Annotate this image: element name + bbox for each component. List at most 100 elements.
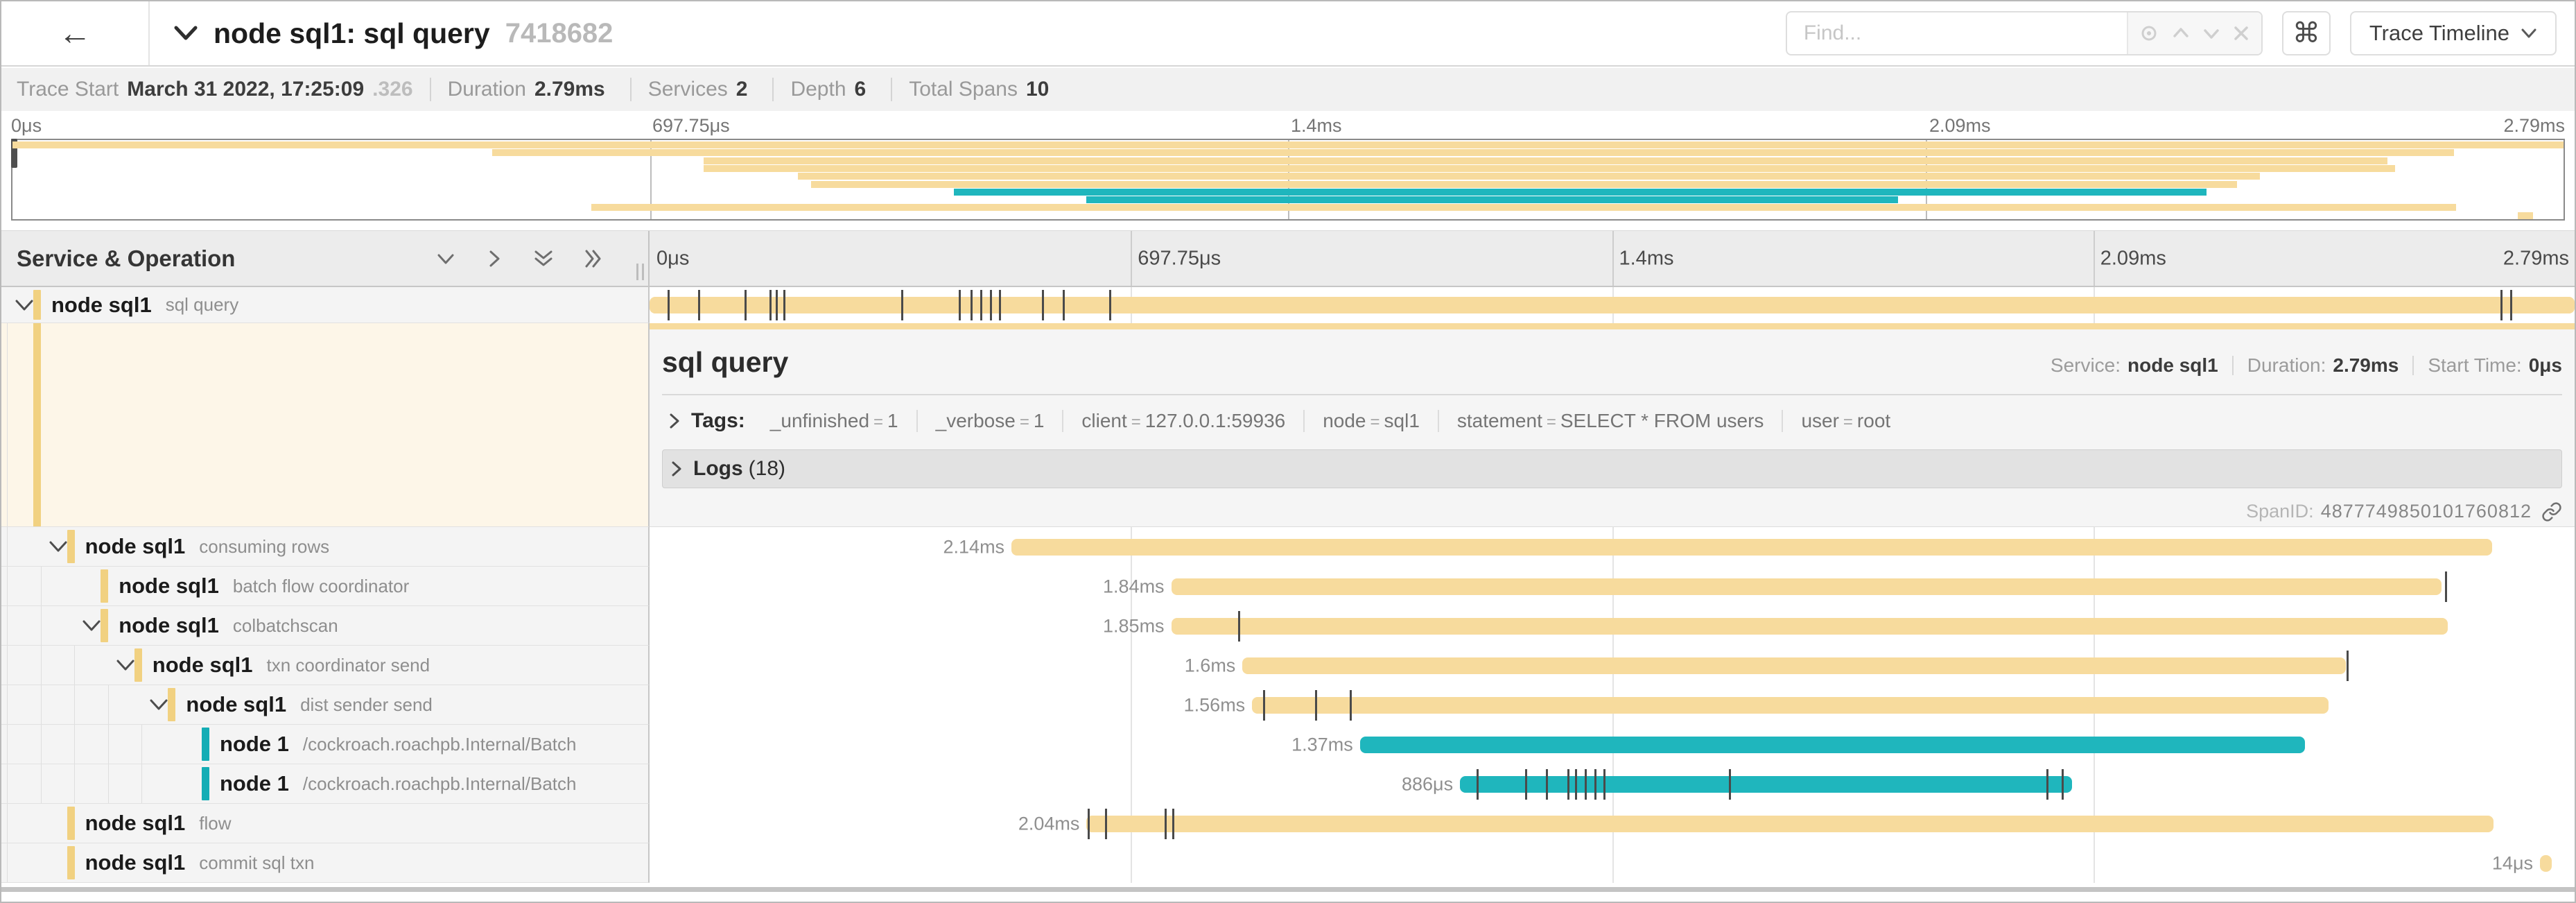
expand-one-icon[interactable] (483, 248, 505, 270)
span-bar[interactable] (1011, 538, 2492, 556)
chevron-down-icon[interactable] (116, 658, 135, 672)
view-select-button[interactable]: Trace Timeline (2349, 11, 2557, 55)
chevron-up-icon[interactable] (2170, 23, 2191, 44)
span-log-tick[interactable] (1567, 768, 1569, 800)
span-timeline-cell[interactable]: 1.6ms (650, 646, 2575, 685)
span-log-tick[interactable] (697, 290, 700, 320)
span-bar[interactable] (1359, 736, 2306, 753)
span-tree-cell[interactable]: node sql1 consuming rows (1, 527, 650, 567)
span-log-tick[interactable] (970, 290, 973, 320)
find-input[interactable] (1786, 12, 2127, 54)
span-timeline-cell[interactable]: 14μs (650, 843, 2575, 883)
span-timeline-cell[interactable]: 1.37ms (650, 725, 2575, 764)
span-bar[interactable] (1252, 696, 2329, 714)
span-log-tick[interactable] (769, 290, 772, 320)
span-log-tick[interactable] (1546, 768, 1549, 800)
span-log-tick[interactable] (776, 290, 778, 320)
span-log-tick[interactable] (1262, 689, 1265, 721)
logs-row[interactable]: Logs (18) (662, 449, 2562, 488)
span-log-tick[interactable] (1041, 290, 1044, 320)
span-log-tick[interactable] (1088, 808, 1090, 839)
span-timeline-cell[interactable]: 2.04ms (650, 804, 2575, 843)
span-bar[interactable] (650, 297, 2575, 313)
span-row[interactable]: node 1 /cockroach.roachpb.Internal/Batch… (1, 764, 2575, 804)
expand-all-icon[interactable] (582, 248, 605, 270)
span-log-tick[interactable] (989, 290, 992, 320)
span-log-tick[interactable] (1063, 290, 1065, 320)
deep-link-icon[interactable] (2541, 501, 2562, 522)
span-log-tick[interactable] (2062, 768, 2064, 800)
span-row[interactable]: node sql1 commit sql txn 14μs (1, 843, 2575, 883)
collapse-one-icon[interactable] (435, 248, 457, 270)
clear-icon[interactable] (2231, 24, 2251, 43)
span-log-tick[interactable] (1603, 768, 1606, 800)
back-button[interactable]: ← (1, 1, 150, 65)
locate-icon[interactable] (2138, 22, 2160, 44)
chevron-down-icon[interactable] (49, 540, 68, 553)
span-log-tick[interactable] (744, 290, 747, 320)
span-log-tick[interactable] (2347, 650, 2349, 681)
span-bar[interactable] (1086, 815, 2494, 832)
span-tree-cell[interactable]: node sql1 flow (1, 804, 650, 843)
span-log-tick[interactable] (1728, 768, 1731, 800)
span-timeline-cell[interactable]: 1.84ms (650, 567, 2575, 606)
span-log-tick[interactable] (1172, 808, 1175, 839)
bottom-scroll-strip[interactable] (1, 887, 2575, 892)
span-row[interactable]: node sql1 consuming rows 2.14ms (1, 527, 2575, 567)
span-log-tick[interactable] (1108, 290, 1111, 320)
span-log-tick[interactable] (959, 290, 961, 320)
span-log-tick[interactable] (1524, 768, 1527, 800)
span-log-tick[interactable] (1477, 768, 1479, 800)
viewport-scrubber-handle[interactable] (11, 139, 17, 168)
span-log-tick[interactable] (2046, 768, 2049, 800)
column-resize-grip[interactable] (636, 264, 644, 280)
span-row[interactable]: node sql1 dist sender send 1.56ms (1, 685, 2575, 725)
span-tree-cell[interactable]: node sql1 txn coordinator send (1, 646, 650, 685)
tags-row[interactable]: Tags: _unfinished = 1 _verbose = 1 client = 127.… (662, 409, 2562, 433)
span-tree-cell[interactable]: node sql1 sql query (1, 287, 650, 323)
span-log-tick[interactable] (1584, 768, 1587, 800)
span-timeline-cell[interactable]: 1.85ms (650, 606, 2575, 646)
span-tree-cell[interactable]: node 1 /cockroach.roachpb.Internal/Batch (1, 725, 650, 764)
collapse-all-icon[interactable] (532, 248, 555, 270)
span-tree-cell[interactable]: node 1 /cockroach.roachpb.Internal/Batch (1, 764, 650, 804)
span-row[interactable]: node sql1 txn coordinator send 1.6ms (1, 646, 2575, 685)
span-timeline-cell[interactable]: 2.14ms (650, 527, 2575, 567)
span-log-tick[interactable] (999, 290, 1002, 320)
span-bar[interactable] (1460, 775, 2073, 793)
chevron-down-icon[interactable] (82, 619, 101, 633)
span-tree-cell[interactable]: node sql1 batch flow coordinator (1, 567, 650, 606)
span-log-tick[interactable] (2444, 571, 2447, 602)
span-log-tick[interactable] (1105, 808, 1108, 839)
span-bar[interactable] (1171, 578, 2442, 595)
span-log-tick[interactable] (2500, 290, 2503, 320)
chevron-down-icon[interactable] (173, 24, 198, 42)
chevron-down-icon[interactable] (2201, 23, 2222, 44)
span-log-tick[interactable] (2510, 290, 2513, 320)
span-log-tick[interactable] (667, 290, 670, 320)
span-row[interactable]: node sql1 sql query (1, 287, 2575, 323)
span-log-tick[interactable] (1349, 689, 1352, 721)
span-tree-cell[interactable]: node sql1 dist sender send (1, 685, 650, 725)
span-tree-cell[interactable]: node sql1 commit sql txn (1, 843, 650, 883)
span-row[interactable]: node sql1 batch flow coordinator 1.84ms (1, 567, 2575, 606)
minimap-canvas[interactable] (11, 139, 2565, 221)
span-log-tick[interactable] (1237, 610, 1240, 642)
chevron-down-icon[interactable] (15, 298, 34, 312)
span-log-tick[interactable] (1574, 768, 1577, 800)
span-bar[interactable] (2540, 854, 2552, 872)
chevron-down-icon[interactable] (149, 698, 168, 712)
span-log-tick[interactable] (1314, 689, 1317, 721)
span-log-tick[interactable] (980, 290, 982, 320)
span-timeline-cell[interactable] (650, 287, 2575, 323)
span-log-tick[interactable] (1594, 768, 1596, 800)
span-timeline-cell[interactable]: 886μs (650, 764, 2575, 804)
span-row[interactable]: node 1 /cockroach.roachpb.Internal/Batch… (1, 725, 2575, 764)
keyboard-shortcuts-button[interactable]: ⌘ (2281, 11, 2331, 55)
span-log-tick[interactable] (1165, 808, 1167, 839)
span-log-tick[interactable] (900, 290, 903, 320)
span-log-tick[interactable] (783, 290, 786, 320)
span-row[interactable]: node sql1 flow 2.04ms (1, 804, 2575, 843)
span-row[interactable]: node sql1 colbatchscan 1.85ms (1, 606, 2575, 646)
span-tree-cell[interactable]: node sql1 colbatchscan (1, 606, 650, 646)
